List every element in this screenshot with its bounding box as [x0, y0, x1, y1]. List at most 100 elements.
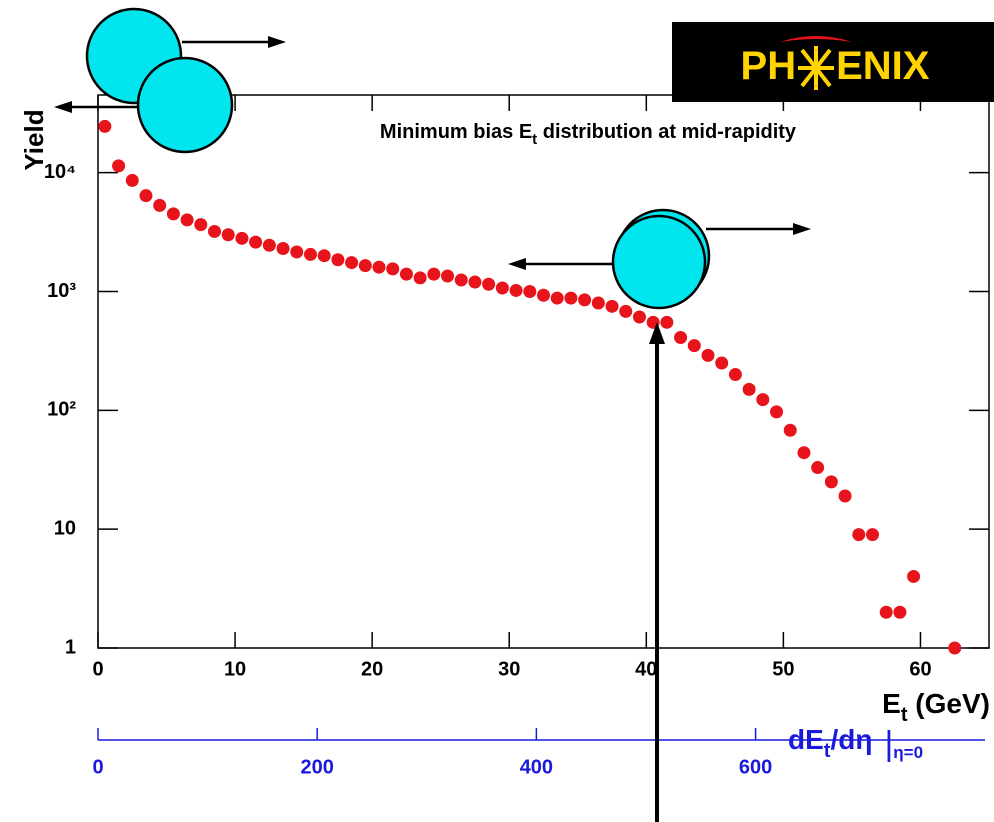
logo-bg	[672, 22, 994, 102]
data-point	[756, 393, 770, 407]
data-point	[166, 207, 180, 221]
logo-text: PH ENIX	[741, 44, 930, 88]
x2-tick-label: 0	[92, 756, 103, 778]
data-point	[98, 119, 112, 133]
data-point	[591, 296, 605, 310]
data-point	[948, 641, 962, 655]
nucleus	[611, 214, 707, 310]
data-point	[454, 273, 468, 287]
data-point	[715, 356, 729, 370]
data-point	[605, 299, 619, 313]
title-sub: t	[532, 131, 537, 148]
data-point	[372, 260, 386, 274]
data-point	[783, 423, 797, 437]
x-tick-label: 30	[498, 658, 520, 680]
logo-part: ENIX	[836, 44, 930, 88]
data-point	[865, 528, 879, 542]
title-text: Minimum bias E	[380, 121, 532, 143]
arrowhead	[268, 36, 286, 48]
data-point	[358, 259, 372, 273]
data-point	[907, 569, 921, 583]
data-point	[208, 224, 222, 238]
data-point	[112, 159, 126, 173]
y-tick-label: 10	[54, 517, 76, 539]
data-point	[399, 267, 413, 281]
x2-label-sub: t	[824, 740, 831, 762]
data-point	[125, 173, 139, 187]
decoration	[54, 7, 811, 822]
data-point	[811, 461, 825, 475]
data-point	[386, 262, 400, 276]
x2-axis-label: dEt/dη |η=0	[788, 724, 923, 763]
data-point	[687, 339, 701, 353]
data-point	[413, 271, 427, 285]
logo-arc	[780, 36, 852, 42]
logo-star	[798, 46, 834, 90]
title-text: distribution at mid-rapidity	[537, 121, 797, 143]
data-point	[153, 198, 167, 212]
x-tick-label: 50	[772, 658, 794, 680]
logo: PH ENIX	[672, 22, 994, 102]
y-tick-label: 10²	[47, 399, 76, 421]
data-point	[728, 368, 742, 382]
data-point	[879, 605, 893, 619]
nucleus	[136, 56, 234, 154]
x-axis-label: Et (GeV)	[882, 688, 990, 726]
plot-frame	[97, 94, 990, 649]
y-axis-label: Yield	[19, 109, 49, 170]
data-point	[317, 249, 331, 263]
chart-title: Minimum bias Et distribution at mid-rapi…	[380, 121, 797, 148]
data-point	[441, 269, 455, 283]
data-point	[619, 304, 633, 318]
data-point	[660, 315, 674, 329]
data-point	[290, 245, 304, 259]
x-tick-label: 0	[92, 658, 103, 680]
y-tick-label: 1	[65, 636, 76, 658]
arrowhead	[793, 223, 811, 235]
x2-label-bar: |	[884, 725, 893, 763]
data-point	[838, 489, 852, 503]
arrowhead	[508, 258, 526, 270]
x-tick-label: 60	[909, 658, 931, 680]
data-point	[893, 605, 907, 619]
x2-tick-label: 400	[520, 756, 553, 778]
data-point	[331, 253, 345, 267]
data-point	[523, 284, 537, 298]
data-point	[852, 528, 866, 542]
y-tick-label: 10⁴	[44, 161, 76, 183]
data-point	[180, 213, 194, 227]
x-label-text: E	[882, 688, 901, 719]
data-point	[276, 241, 290, 255]
data-point	[345, 256, 359, 270]
data-point	[194, 218, 208, 232]
data-point	[742, 382, 756, 396]
data-point	[632, 310, 646, 324]
data-point	[495, 281, 509, 295]
data-point	[564, 291, 578, 305]
data-point	[262, 238, 276, 252]
data-point	[249, 235, 263, 249]
data-point	[221, 228, 235, 242]
data-point	[139, 189, 153, 203]
arrowhead	[54, 101, 72, 113]
data-point	[303, 247, 317, 261]
x-tick-label: 20	[361, 658, 383, 680]
data-point	[468, 275, 482, 289]
data-point	[701, 348, 715, 362]
data-point	[824, 475, 838, 489]
data-point	[550, 291, 564, 305]
data-point	[797, 446, 811, 460]
x2-tick-label: 200	[301, 756, 334, 778]
data-point	[578, 293, 592, 307]
data-point	[482, 277, 496, 291]
x-tick-label: 10	[224, 658, 246, 680]
x2-tick-label: 600	[739, 756, 772, 778]
data-point	[509, 283, 523, 297]
data-point	[427, 267, 441, 281]
data-point	[537, 288, 550, 302]
x-tick-label: 40	[635, 658, 657, 680]
logo-part: PH	[741, 44, 797, 88]
data-point	[770, 405, 784, 419]
x-label-text: (GeV)	[908, 688, 990, 719]
